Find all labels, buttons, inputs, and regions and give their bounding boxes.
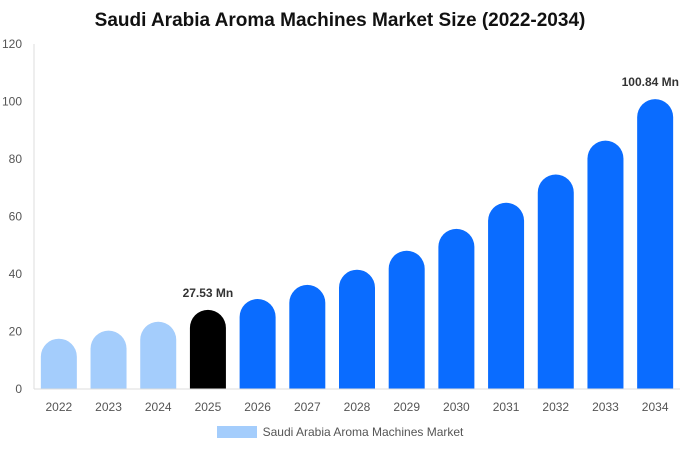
bar-2031 (488, 202, 525, 389)
data-label: 27.53 Mn (183, 286, 234, 300)
y-tick-label: 120 (2, 37, 22, 51)
x-tick-label: 2023 (95, 400, 122, 414)
x-tick-label: 2031 (493, 400, 520, 414)
y-tick-label: 60 (9, 210, 23, 224)
x-tick-label: 2025 (195, 400, 222, 414)
x-axis: 2022 2023 2024 2025 2026 2027 2028 2029 2030 2031… (34, 388, 680, 414)
bar-2022 (40, 338, 77, 389)
bar-2027 (289, 284, 326, 389)
y-tick-label: 20 (9, 325, 23, 339)
x-tick-label: 2034 (642, 400, 669, 414)
x-tick-label: 2022 (45, 400, 72, 414)
y-tick-label: 0 (15, 382, 22, 396)
bar-2024 (140, 321, 177, 389)
bar-2023 (90, 330, 127, 389)
chart-title: Saudi Arabia Aroma Machines Market Size … (94, 10, 586, 31)
x-tick-label: 2026 (244, 400, 271, 414)
x-tick-label: 2027 (294, 400, 321, 414)
y-tick-label: 100 (2, 95, 22, 109)
bar-2026 (239, 299, 276, 389)
x-tick-label: 2024 (145, 400, 172, 414)
y-tick-label: 80 (9, 152, 23, 166)
legend-swatch (216, 426, 257, 438)
x-tick-label: 2030 (443, 400, 470, 414)
x-tick-label: 2028 (344, 400, 371, 414)
x-tick-label: 2032 (542, 400, 569, 414)
bar-2029 (388, 250, 425, 389)
bar-2032 (537, 174, 574, 389)
legend: Saudi Arabia Aroma Machines Market (0, 425, 680, 439)
data-labels: 27.53 Mn 100.84 Mn (183, 75, 679, 300)
legend-label: Saudi Arabia Aroma Machines Market (262, 425, 464, 439)
x-tick-label: 2033 (592, 400, 619, 414)
bar-2025 (189, 309, 226, 389)
data-label: 100.84 Mn (622, 75, 679, 89)
y-axis: 0 20 40 60 80 100 120 (2, 37, 35, 396)
bars (40, 99, 674, 390)
bar-2034 (637, 99, 674, 390)
bar-2030 (438, 228, 475, 389)
bar-2033 (587, 140, 624, 389)
bar-2028 (339, 269, 375, 389)
y-tick-label: 40 (9, 267, 23, 281)
x-tick-label: 2029 (393, 400, 420, 414)
